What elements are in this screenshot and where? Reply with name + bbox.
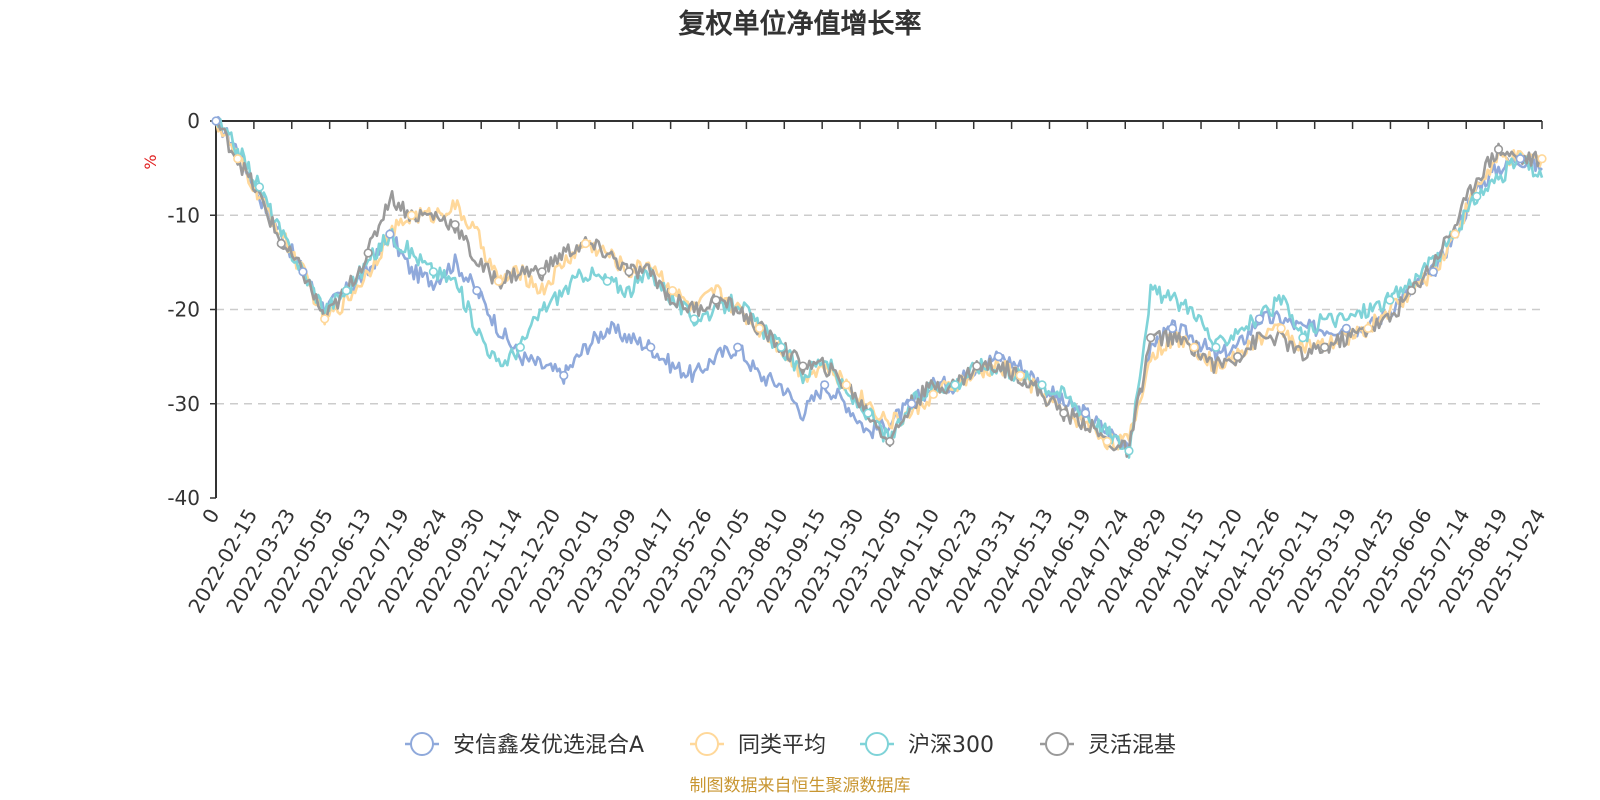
data-point	[363, 248, 373, 258]
data-point	[1363, 323, 1373, 333]
data-point	[776, 342, 786, 352]
data-point	[972, 361, 982, 371]
data-point	[1428, 267, 1438, 277]
data-point	[493, 276, 504, 286]
data-point	[1493, 144, 1504, 154]
legend-marker-icon	[865, 732, 889, 756]
data-point	[407, 210, 417, 220]
data-point	[624, 267, 634, 277]
chart-title: 复权单位净值增长率	[679, 8, 922, 40]
data-point	[1059, 408, 1069, 418]
data-point	[1189, 342, 1199, 352]
data-point	[602, 276, 612, 286]
legend-label: 同类平均	[738, 733, 826, 758]
y-tick-label: 0	[187, 109, 200, 133]
data-point	[254, 182, 265, 192]
data-point	[1102, 436, 1112, 447]
data-point	[1233, 352, 1243, 362]
x-tick-labels: 02022-02-152022-03-232022-05-052022-06-1…	[183, 505, 1550, 618]
legend-label: 安信鑫发优选混合A	[453, 733, 644, 758]
data-point	[1537, 154, 1547, 164]
data-point	[298, 267, 308, 277]
data-point	[993, 352, 1004, 362]
legend-label: 灵活混基	[1088, 733, 1176, 758]
data-point	[1472, 191, 1482, 201]
data-point	[1276, 323, 1286, 333]
data-point	[1015, 370, 1025, 381]
data-point	[950, 380, 960, 390]
y-tick-label: -30	[167, 392, 200, 416]
source-note: 制图数据来自恒生聚源数据库	[690, 776, 911, 796]
data-point	[428, 267, 438, 277]
y-tick-label: -20	[167, 298, 200, 322]
data-point	[754, 323, 765, 333]
series-line	[214, 120, 1544, 451]
data-point	[1320, 342, 1330, 352]
data-point	[1450, 229, 1460, 239]
data-point	[1167, 323, 1178, 333]
legend-item[interactable]: 沪深300	[860, 732, 994, 758]
data-point	[841, 380, 851, 390]
legend-item[interactable]: 同类平均	[690, 732, 826, 758]
data-point	[885, 436, 895, 447]
y-tick-label: -40	[167, 486, 200, 510]
data-point	[341, 286, 352, 296]
data-point	[1146, 333, 1156, 343]
grid-lines	[216, 214, 1542, 405]
data-point	[1385, 295, 1395, 305]
data-point	[1341, 323, 1351, 333]
data-point	[928, 389, 938, 399]
data-point	[863, 408, 873, 418]
axes	[210, 120, 1543, 499]
data-point	[385, 229, 395, 239]
legend-label: 沪深300	[908, 733, 994, 758]
data-point	[1080, 408, 1091, 418]
data-point	[472, 286, 482, 296]
data-point	[450, 220, 460, 230]
legend-marker-icon	[695, 732, 719, 756]
data-point	[1037, 380, 1047, 390]
data-point	[907, 399, 917, 409]
data-point	[1211, 342, 1221, 352]
data-point	[689, 314, 699, 324]
x-tick-label: 0	[197, 505, 224, 528]
data-point	[580, 238, 591, 249]
data-point	[559, 370, 569, 381]
data-point	[798, 361, 808, 371]
data-point	[711, 295, 721, 305]
series-lines	[214, 115, 1544, 459]
data-point	[646, 342, 656, 352]
legend-item[interactable]: 灵活混基	[1040, 732, 1176, 758]
y-axis-unit: %	[141, 154, 160, 169]
data-point	[1298, 333, 1308, 343]
legend-marker-icon	[410, 732, 434, 756]
y-tick-labels: 0 -10 -20 -30 -40	[167, 109, 200, 510]
data-point	[233, 154, 243, 164]
data-point	[1406, 286, 1417, 296]
data-point	[211, 116, 221, 126]
data-point	[1124, 446, 1134, 456]
series-line	[214, 115, 1543, 451]
data-point	[276, 238, 286, 249]
data-point	[1515, 154, 1525, 164]
data-point	[320, 314, 330, 324]
series-markers	[211, 116, 1547, 456]
data-point	[515, 342, 525, 352]
y-tick-label: -10	[167, 203, 200, 227]
legend[interactable]: 安信鑫发优选混合A 同类平均 沪深300 灵活混基	[405, 732, 1176, 758]
series-line	[214, 118, 1544, 459]
series-line	[214, 120, 1543, 458]
data-point	[733, 342, 743, 352]
data-point	[667, 286, 678, 296]
legend-marker-icon	[1045, 732, 1069, 756]
data-point	[820, 380, 830, 390]
data-point	[537, 267, 547, 277]
legend-item[interactable]: 安信鑫发优选混合A	[405, 732, 644, 758]
data-point	[1254, 314, 1265, 324]
